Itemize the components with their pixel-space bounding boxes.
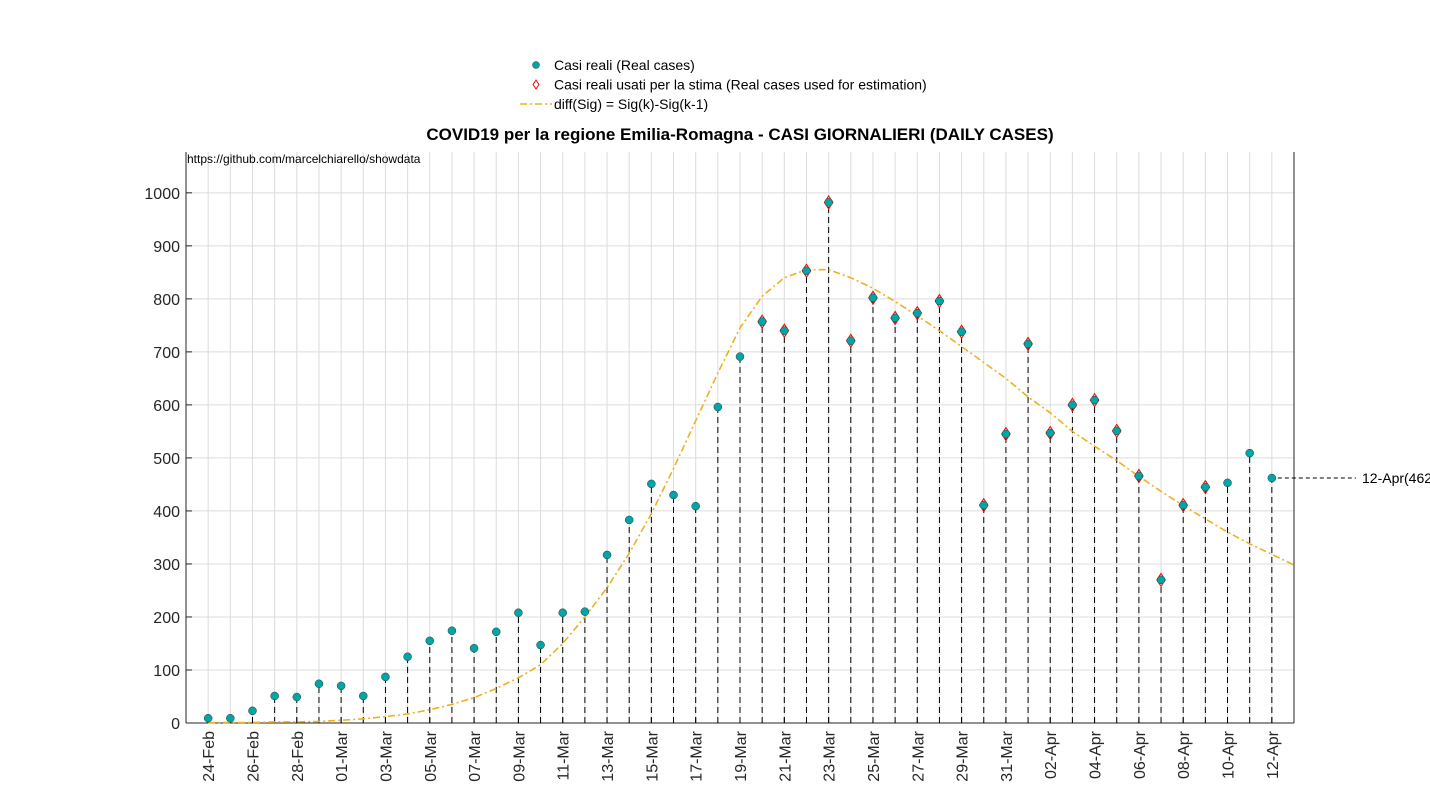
- x-tick-label: 02-Apr: [1043, 730, 1060, 779]
- real-case-marker: [1068, 400, 1077, 410]
- real-case-marker: [979, 500, 989, 510]
- x-tick-label: 26-Feb: [245, 731, 262, 782]
- real-case-marker: [1245, 448, 1254, 458]
- y-tick-label: 800: [153, 292, 180, 309]
- real-case-marker: [491, 627, 501, 637]
- real-case-marker: [1178, 500, 1188, 510]
- legend-marker: [532, 61, 540, 69]
- real-case-marker: [403, 652, 412, 661]
- real-case-marker: [1156, 575, 1166, 585]
- x-tick-label: 10-Apr: [1221, 730, 1238, 779]
- real-case-marker: [270, 691, 279, 701]
- real-case-marker: [314, 679, 324, 689]
- real-case-marker: [1201, 482, 1210, 492]
- real-case-marker: [226, 713, 235, 723]
- real-case-marker: [359, 691, 368, 701]
- real-case-marker: [1090, 395, 1099, 405]
- legend-marker: [532, 79, 540, 90]
- x-tick-label: 27-Mar: [910, 730, 927, 781]
- x-tick-label: 06-Apr: [1132, 730, 1149, 779]
- y-tick-label: 400: [153, 504, 180, 521]
- legend-label: diff(Sig) = Sig(k)-Sig(k-1): [554, 96, 708, 112]
- y-tick-label: 900: [153, 239, 180, 256]
- real-case-marker: [1134, 471, 1144, 481]
- x-tick-label: 09-Mar: [511, 730, 528, 781]
- real-case-marker: [425, 636, 435, 646]
- real-case-marker: [1223, 478, 1232, 488]
- x-tick-label: 23-Mar: [822, 730, 839, 781]
- real-case-marker: [624, 515, 634, 525]
- real-case-marker: [1045, 428, 1055, 438]
- real-case-marker: [336, 681, 346, 691]
- y-tick-label: 700: [153, 345, 180, 362]
- x-tick-label: 12-Apr: [1265, 730, 1282, 779]
- real-case-marker: [381, 672, 390, 682]
- real-case-marker: [1112, 426, 1121, 436]
- y-tick-label: 500: [153, 451, 180, 468]
- real-case-marker: [248, 706, 257, 716]
- chart-title: COVID19 per la regione Emilia-Romagna - …: [426, 125, 1053, 144]
- real-case-marker: [868, 293, 878, 303]
- fit-line: [208, 268, 1295, 724]
- y-tick-label: 200: [153, 610, 180, 627]
- x-tick-label: 29-Mar: [955, 730, 972, 781]
- y-tick-label: 600: [153, 398, 180, 415]
- real-case-marker: [669, 490, 678, 500]
- x-tick-label: 07-Mar: [467, 730, 484, 781]
- x-tick-label: 03-Mar: [378, 730, 395, 781]
- legend-label: Casi reali (Real cases): [554, 57, 695, 73]
- x-tick-label: 05-Mar: [423, 730, 440, 781]
- x-tick-label: 11-Mar: [556, 730, 573, 780]
- real-case-marker: [203, 713, 213, 723]
- real-case-marker: [890, 313, 900, 323]
- x-tick-label: 19-Mar: [733, 730, 750, 781]
- x-tick-label: 08-Apr: [1176, 730, 1193, 779]
- legend-label: Casi reali usati per la stima (Real case…: [554, 77, 927, 93]
- x-tick-label: 25-Mar: [866, 730, 883, 781]
- real-case-marker: [1023, 339, 1033, 349]
- y-tick-label: 1000: [144, 186, 180, 203]
- real-case-marker: [514, 608, 523, 617]
- real-case-marker: [957, 327, 966, 336]
- real-case-marker: [558, 608, 567, 617]
- real-case-marker: [780, 326, 789, 335]
- x-tick-label: 24-Feb: [201, 731, 218, 782]
- x-tick-label: 21-Mar: [777, 730, 794, 781]
- real-case-marker: [469, 643, 479, 653]
- real-case-marker: [913, 308, 922, 318]
- y-tick-label: 0: [171, 716, 180, 733]
- real-case-marker: [580, 607, 590, 616]
- real-case-marker: [647, 479, 656, 489]
- x-tick-label: 13-Mar: [600, 730, 617, 781]
- real-case-marker: [536, 640, 545, 650]
- real-case-marker: [824, 198, 833, 207]
- real-case-marker: [802, 266, 811, 276]
- real-case-marker: [713, 402, 723, 412]
- x-tick-label: 17-Mar: [689, 730, 706, 781]
- real-case-marker: [1267, 473, 1277, 483]
- source-note: https://github.com/marcelchiarello/showd…: [187, 152, 421, 166]
- real-case-marker: [447, 626, 457, 635]
- y-tick-label: 100: [153, 663, 180, 680]
- real-case-marker: [602, 550, 612, 560]
- x-tick-label: 28-Feb: [290, 731, 307, 782]
- real-case-marker: [735, 352, 745, 361]
- y-tick-label: 300: [153, 557, 180, 574]
- x-tick-label: 01-Mar: [334, 730, 351, 781]
- last-value-label: 12-Apr(462): [1362, 470, 1430, 486]
- real-case-marker: [292, 692, 302, 702]
- real-case-marker: [691, 501, 700, 511]
- x-tick-label: 15-Mar: [644, 730, 661, 781]
- real-case-marker: [935, 296, 944, 306]
- real-case-marker: [757, 317, 767, 326]
- real-case-marker: [1001, 429, 1011, 439]
- real-case-marker: [846, 336, 856, 345]
- x-tick-label: 04-Apr: [1088, 730, 1105, 779]
- x-tick-label: 31-Mar: [999, 730, 1016, 781]
